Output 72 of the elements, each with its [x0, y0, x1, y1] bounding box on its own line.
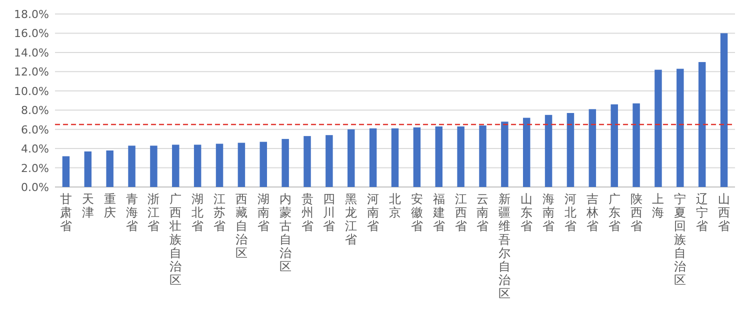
x-tick-label: 青海省 — [126, 192, 138, 233]
x-tick-label: 浙江省 — [148, 192, 160, 233]
bar — [369, 128, 377, 187]
y-tick-label: 12.0% — [14, 66, 49, 79]
bar — [282, 138, 289, 187]
x-tick-label: 宁夏回族自治区 — [674, 192, 686, 287]
bar — [654, 70, 662, 187]
bar — [62, 156, 70, 187]
x-tick-label: 广东省 — [608, 192, 620, 233]
x-tick-label: 河南省 — [367, 192, 380, 233]
y-tick-label: 18.0% — [14, 8, 49, 21]
bar — [435, 126, 442, 187]
bar — [304, 136, 311, 187]
x-tick-label: 四川省 — [323, 192, 336, 233]
bar — [391, 128, 399, 187]
bar — [216, 144, 224, 187]
x-tick-label: 海南省 — [542, 192, 555, 233]
bar — [260, 142, 268, 187]
x-tick-label: 辽宁省 — [696, 192, 708, 233]
x-tick-label: 吉林省 — [585, 192, 598, 233]
bar — [566, 112, 574, 187]
x-tick-label: 山西省 — [718, 192, 730, 233]
bar — [238, 142, 246, 187]
x-tick-label: 北京 — [389, 192, 401, 220]
bar — [698, 62, 706, 187]
bar — [348, 129, 355, 187]
x-tick-label: 广西壮族自治区 — [168, 192, 182, 287]
bar — [522, 118, 530, 187]
x-tick-label: 上海 — [652, 192, 664, 220]
x-tick-label: 安徽省 — [410, 192, 423, 233]
bar — [84, 151, 92, 187]
x-tick-label: 江西省 — [454, 192, 467, 233]
x-tick-label: 甘肃省 — [60, 192, 72, 233]
y-tick-label: 0.0% — [21, 181, 49, 194]
y-tick-label: 8.0% — [21, 104, 49, 118]
bar — [588, 109, 596, 187]
bar — [632, 103, 640, 187]
x-tick-label: 云南省 — [476, 192, 489, 233]
x-tick-label: 山东省 — [520, 192, 533, 233]
bar — [610, 104, 618, 187]
x-tick-label: 湖南省 — [257, 192, 270, 233]
y-tick-label: 10.0% — [14, 84, 49, 98]
y-tick-label: 2.0% — [21, 162, 49, 175]
x-tick-label: 新疆维吾尔自治区 — [498, 192, 511, 300]
y-tick-label: 4.0% — [21, 142, 49, 156]
bar — [457, 126, 464, 187]
bar — [326, 135, 333, 187]
bar — [172, 144, 180, 187]
bar — [150, 146, 158, 187]
x-tick-label: 河北省 — [564, 192, 576, 233]
x-tick-label: 陕西省 — [630, 192, 642, 233]
bar — [194, 144, 202, 187]
x-tick-label: 天津 — [82, 192, 94, 220]
x-tick-label: 江苏省 — [214, 192, 226, 233]
x-tick-label: 重庆 — [104, 192, 116, 220]
x-tick-label: 黑龙江省 — [345, 192, 358, 246]
bar — [413, 127, 421, 187]
bar — [720, 33, 728, 187]
y-tick-label: 6.0% — [21, 123, 49, 136]
y-tick-label: 16.0% — [14, 27, 49, 40]
y-tick-label: 14.0% — [14, 46, 49, 60]
x-tick-label: 西藏自治区 — [235, 192, 248, 260]
bar — [106, 150, 114, 187]
bar — [544, 114, 552, 187]
x-tick-label: 福建省 — [432, 192, 445, 233]
bar — [128, 146, 136, 187]
x-tick-label: 湖北省 — [192, 192, 204, 233]
bar — [676, 68, 684, 187]
x-tick-label: 贵州省 — [301, 192, 314, 233]
x-tick-label: 内蒙古自治区 — [279, 192, 292, 274]
bar — [479, 125, 486, 187]
bar — [501, 122, 508, 187]
